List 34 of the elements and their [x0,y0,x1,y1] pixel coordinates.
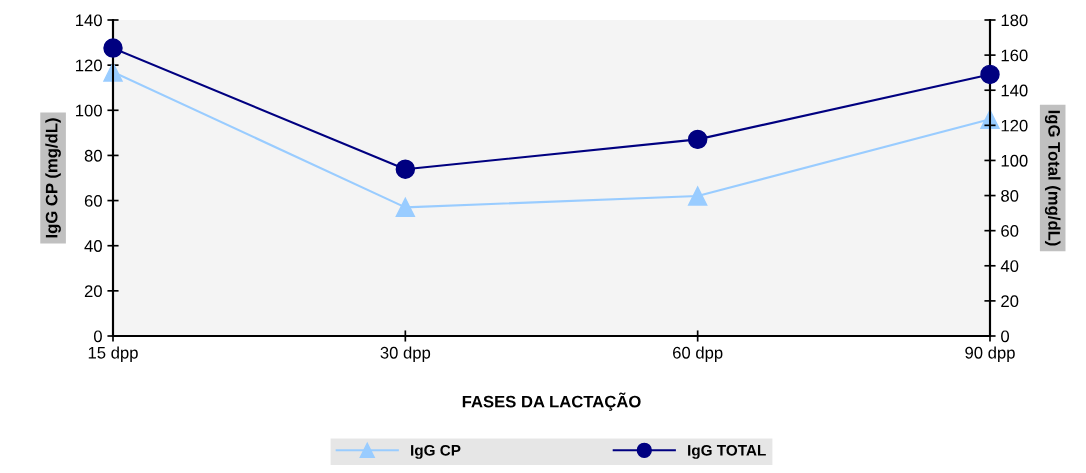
y-axis-title: IgG CP (mg/dL) [45,118,61,238]
y-tick-label: 0 [93,330,102,343]
y2-tick-label: 160 [1001,49,1028,62]
point [103,38,123,58]
x-tick-label: 30 dpp [380,346,431,362]
point [395,197,416,218]
x-tick-label: 15 dpp [88,346,138,362]
y2-tick-label: 180 [1001,14,1028,27]
x-axis-title: FASES DA LACTAÇÃO [462,392,641,411]
legend-label: IgG CP [411,444,461,459]
x-tick-label: 60 dpp [673,346,723,362]
point [395,159,416,179]
point [980,64,1000,85]
y-tick-label: 80 [84,149,102,162]
y-tick-label: 100 [76,104,102,117]
y2-tick-label: 100 [1001,154,1028,167]
legend-label: IgG TOTAL [688,444,766,459]
y-tick-label: 120 [76,59,102,72]
y2-tick-label: 0 [1001,330,1010,343]
y-tick-label: 40 [84,240,102,252]
y2-tick-label: 20 [1001,295,1019,308]
y-tick-label: 60 [84,194,102,207]
y-tick-label: 140 [76,14,102,27]
y2-axis-title: IgG Total (mg/dL) [1044,110,1061,246]
y2-tick-label: 40 [1000,260,1019,272]
y2-tick-label: 60 [1001,225,1019,237]
y2-tick-label: 80 [1001,189,1019,202]
y-tick-label: 20 [84,285,102,298]
y2-tick-label: 140 [1001,84,1028,97]
point [687,129,708,150]
x-tick-label: 90 dpp [965,346,1015,362]
point [103,62,123,82]
y2-tick-label: 120 [1001,119,1028,132]
point [687,186,708,206]
